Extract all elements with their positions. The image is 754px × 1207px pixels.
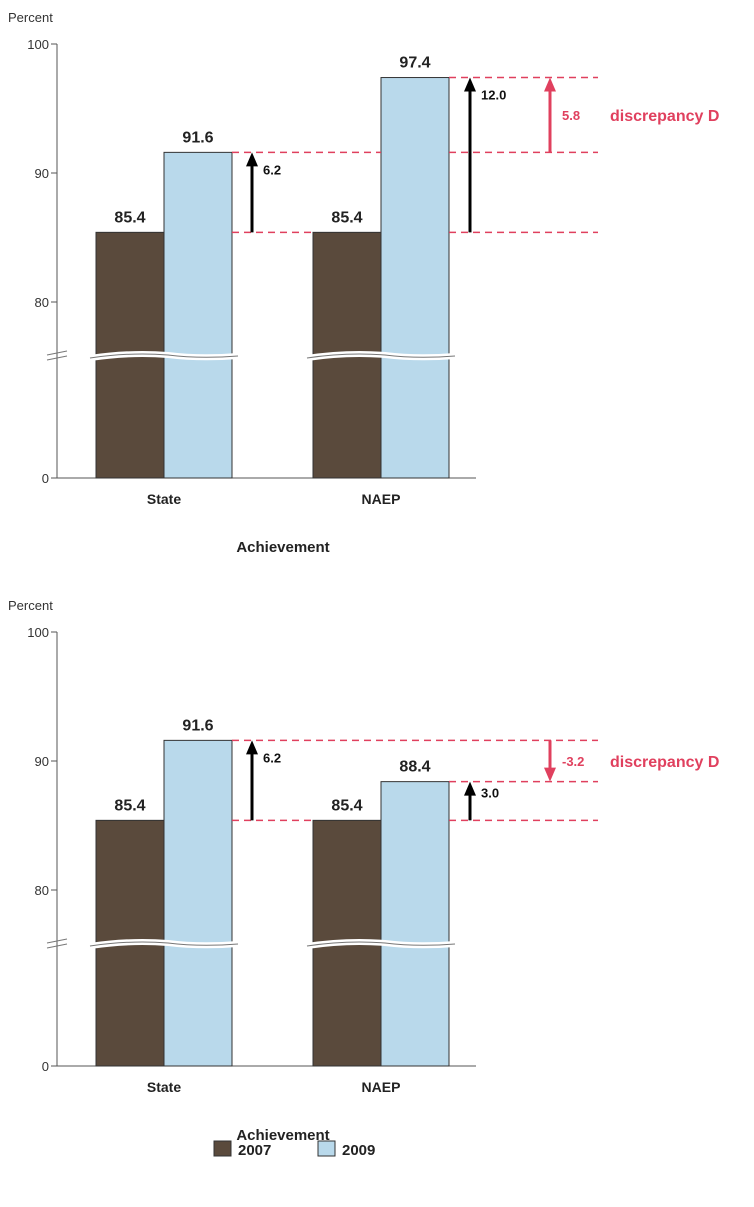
- bar-2009-state: [163, 739, 233, 1067]
- y-tick-label: 90: [35, 754, 49, 769]
- break-tick: [46, 355, 68, 361]
- legend: 2007 2009: [213, 1140, 375, 1159]
- value-label: 85.4: [114, 209, 145, 226]
- category-label-state: State: [147, 491, 181, 507]
- y-tick-label: 90: [35, 166, 49, 181]
- category-label-state: State: [147, 1079, 181, 1095]
- legend-swatch-2007: [213, 1140, 232, 1157]
- difference-arrow-head: [246, 740, 258, 755]
- category-label-naep: NAEP: [362, 1079, 401, 1095]
- y-tick-label: 0: [42, 471, 49, 486]
- bar-2009-state: [163, 151, 233, 479]
- legend-label-2007: 2007: [238, 1142, 271, 1159]
- y-tick-label: 100: [27, 625, 49, 640]
- discrepancy-value: 5.8: [562, 108, 580, 123]
- legend-swatch-2009: [317, 1140, 336, 1157]
- y-axis-title: Percent: [8, 598, 53, 613]
- discrepancy-label: discrepancy D: [610, 108, 719, 125]
- y-tick-label: 0: [42, 1059, 49, 1074]
- break-line-state: [89, 941, 239, 947]
- discrepancy-label: discrepancy D: [610, 754, 719, 771]
- y-tick-label: 100: [27, 37, 49, 52]
- value-label: 91.6: [182, 129, 213, 146]
- difference-label: 6.2: [263, 750, 281, 765]
- break-line-naep: [306, 353, 456, 359]
- bar-2009-naep: [380, 77, 450, 479]
- value-label: 97.4: [399, 55, 430, 72]
- break-line-state: [89, 353, 239, 359]
- chart-panel-top: Percent 0 80 90 100 85.4 91.6 State 85.4 97.4 NAEP…: [8, 10, 719, 556]
- value-label: 91.6: [182, 717, 213, 734]
- chart-panel-bottom: Percent 0 80 90 100 85.4 91.6 State 85.4 88.4 NAEP…: [8, 598, 719, 1144]
- x-axis-title: Achievement: [236, 1127, 329, 1144]
- discrepancy-arrow-head: [544, 77, 556, 92]
- axis-break: [46, 350, 456, 361]
- value-label: 88.4: [399, 759, 430, 776]
- value-label: 85.4: [331, 209, 362, 226]
- discrepancy-arrow-head: [544, 767, 556, 782]
- y-tick-label: 80: [35, 295, 49, 310]
- difference-label: 12.0: [481, 88, 506, 103]
- y-tick-label: 80: [35, 883, 49, 898]
- legend-label-2009: 2009: [342, 1142, 375, 1159]
- difference-label: 3.0: [481, 786, 499, 801]
- bar-2009-naep: [380, 781, 450, 1067]
- value-label: 85.4: [114, 797, 145, 814]
- difference-arrow-head: [464, 77, 476, 92]
- value-label: 85.4: [331, 797, 362, 814]
- difference-label: 6.2: [263, 162, 281, 177]
- break-line-naep: [306, 941, 456, 947]
- break-tick: [46, 943, 68, 949]
- x-axis-title: Achievement: [236, 539, 329, 556]
- difference-arrow-head: [464, 781, 476, 796]
- axis-break: [46, 938, 456, 949]
- category-label-naep: NAEP: [362, 491, 401, 507]
- difference-arrow-head: [246, 152, 258, 167]
- y-axis-title: Percent: [8, 10, 53, 25]
- break-tick: [46, 350, 68, 356]
- break-tick: [46, 938, 68, 944]
- discrepancy-value: -3.2: [562, 754, 584, 769]
